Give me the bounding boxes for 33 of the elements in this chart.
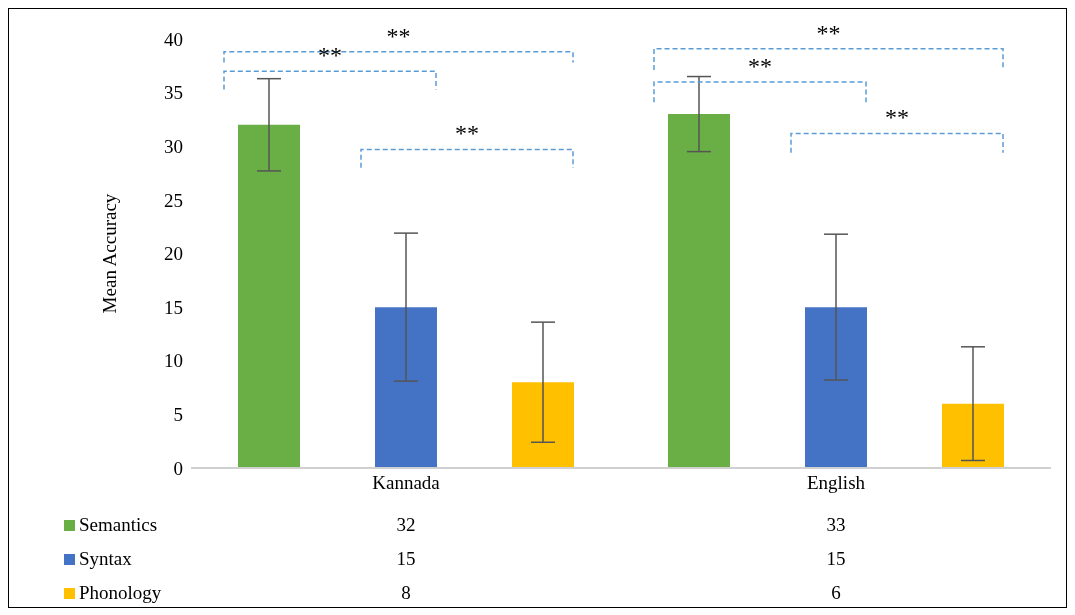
bar	[668, 114, 730, 468]
data-label: 32	[396, 514, 416, 536]
y-tick-label: 35	[164, 82, 183, 104]
y-tick-label: 40	[164, 28, 183, 50]
y-tick-label: 10	[164, 350, 183, 372]
bar	[805, 307, 867, 468]
annotation: **	[455, 120, 479, 147]
bar	[512, 382, 574, 468]
y-tick-label: 25	[164, 189, 183, 211]
y-tick-label: 0	[173, 457, 183, 479]
x-tick-label: English	[806, 472, 866, 494]
legend-label: Semantics	[79, 514, 158, 536]
y-tick-label: 20	[164, 243, 183, 265]
y-tick-label: 15	[164, 296, 183, 318]
data-label: 15	[826, 548, 846, 570]
x-tick-label: Kannada	[372, 472, 441, 494]
bar	[375, 307, 437, 468]
bar	[238, 124, 300, 468]
annotation: **	[885, 104, 909, 131]
data-label: 33	[826, 514, 846, 536]
bar	[942, 403, 1004, 468]
annotation: **	[748, 52, 772, 79]
annotation: **	[386, 22, 411, 49]
annotation: **	[816, 19, 841, 46]
legend-label: Syntax	[79, 548, 132, 570]
y-tick-label: 30	[164, 135, 183, 157]
data-label: 15	[396, 548, 416, 570]
data-label: 6	[831, 582, 841, 604]
y-tick-label: 5	[173, 404, 183, 426]
y-axis-title: Mean Accuracy	[98, 193, 120, 314]
data-label: 8	[401, 582, 411, 604]
annotation: **	[318, 42, 342, 69]
legend-label: Phonology	[79, 582, 162, 604]
